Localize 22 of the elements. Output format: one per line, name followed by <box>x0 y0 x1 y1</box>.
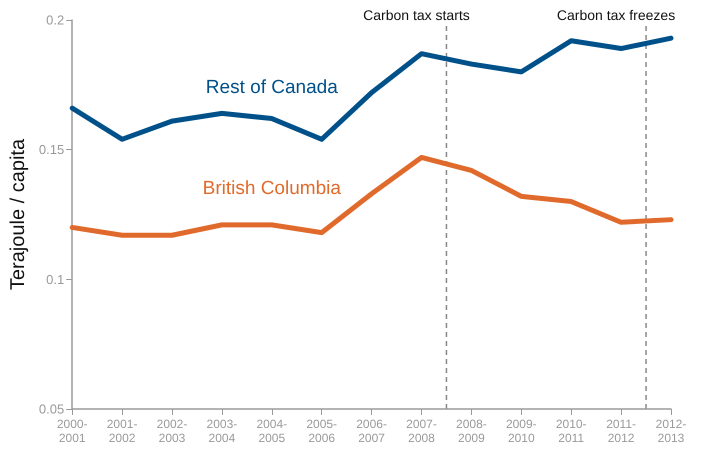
x-tick-label: 2010-2011 <box>556 417 587 445</box>
y-tick-label: 0.15 <box>38 142 64 158</box>
x-tick-label: 2004-2005 <box>256 417 288 445</box>
x-tick-label: 2005-2006 <box>306 417 338 445</box>
x-tick-label: 2000-2001 <box>56 417 88 445</box>
x-tick-label: 2008-2009 <box>456 417 487 445</box>
x-tick-label: 2003-2004 <box>206 417 238 445</box>
y-axis-title: Terajoule / capita <box>7 138 29 290</box>
y-tick-label: 0.1 <box>46 272 64 287</box>
x-tick-label: 2012-2013 <box>656 417 686 445</box>
y-tick-label: 0.2 <box>46 12 64 28</box>
annotation: Carbon tax freezes <box>556 7 676 23</box>
x-tick-label: 2002-2003 <box>156 417 188 445</box>
x-tick-label: 2011-2012 <box>606 417 636 445</box>
x-tick-label: 2006-2007 <box>356 417 387 445</box>
x-tick-label: 2001-2002 <box>106 417 138 445</box>
x-tick-label: 2007-2008 <box>406 417 437 445</box>
y-tick-label: 0.05 <box>38 402 64 416</box>
x-tick-label: 2009-2010 <box>506 417 537 445</box>
series-label: British Columbia <box>202 178 342 200</box>
series-label: Rest of Canada <box>206 76 338 98</box>
annotation: Carbon tax starts <box>363 7 470 23</box>
